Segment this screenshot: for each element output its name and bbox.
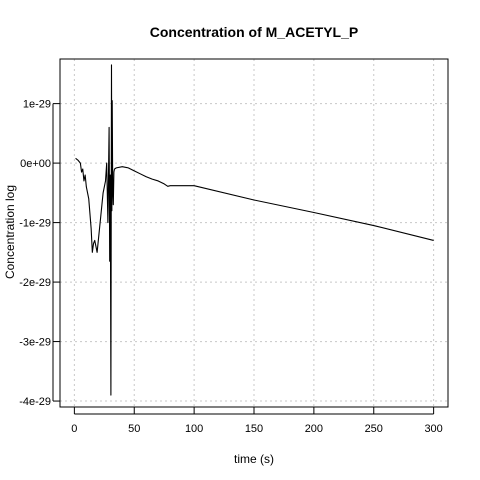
y-tick-label: -4e-29 <box>19 396 51 408</box>
x-axis: 0 50 100 150 200 250 300 <box>71 407 443 435</box>
x-tick-label: 0 <box>71 423 77 435</box>
chart-title: Concentration of M_ACETYL_P <box>150 24 358 40</box>
y-tick-label: 0e+00 <box>20 158 51 170</box>
y-axis: 1e-29 0e+00 -1e-29 -2e-29 -3e-29 -4e-29 <box>19 99 60 408</box>
x-tick-label: 300 <box>424 423 442 435</box>
x-tick-label: 150 <box>245 423 263 435</box>
y-axis-label: Concentration log <box>3 185 17 279</box>
x-tick-label: 200 <box>305 423 323 435</box>
y-tick-label: 1e-29 <box>23 99 51 111</box>
y-tick-label: -2e-29 <box>19 277 51 289</box>
y-tick-label: -1e-29 <box>19 218 51 230</box>
x-tick-label: 250 <box>365 423 383 435</box>
x-tick-label: 100 <box>185 423 203 435</box>
series-line <box>75 64 434 396</box>
y-tick-label: -3e-29 <box>19 337 51 349</box>
grid <box>60 59 448 407</box>
series-layer <box>75 64 434 396</box>
x-tick-label: 50 <box>128 423 140 435</box>
x-axis-label: time (s) <box>234 452 274 466</box>
